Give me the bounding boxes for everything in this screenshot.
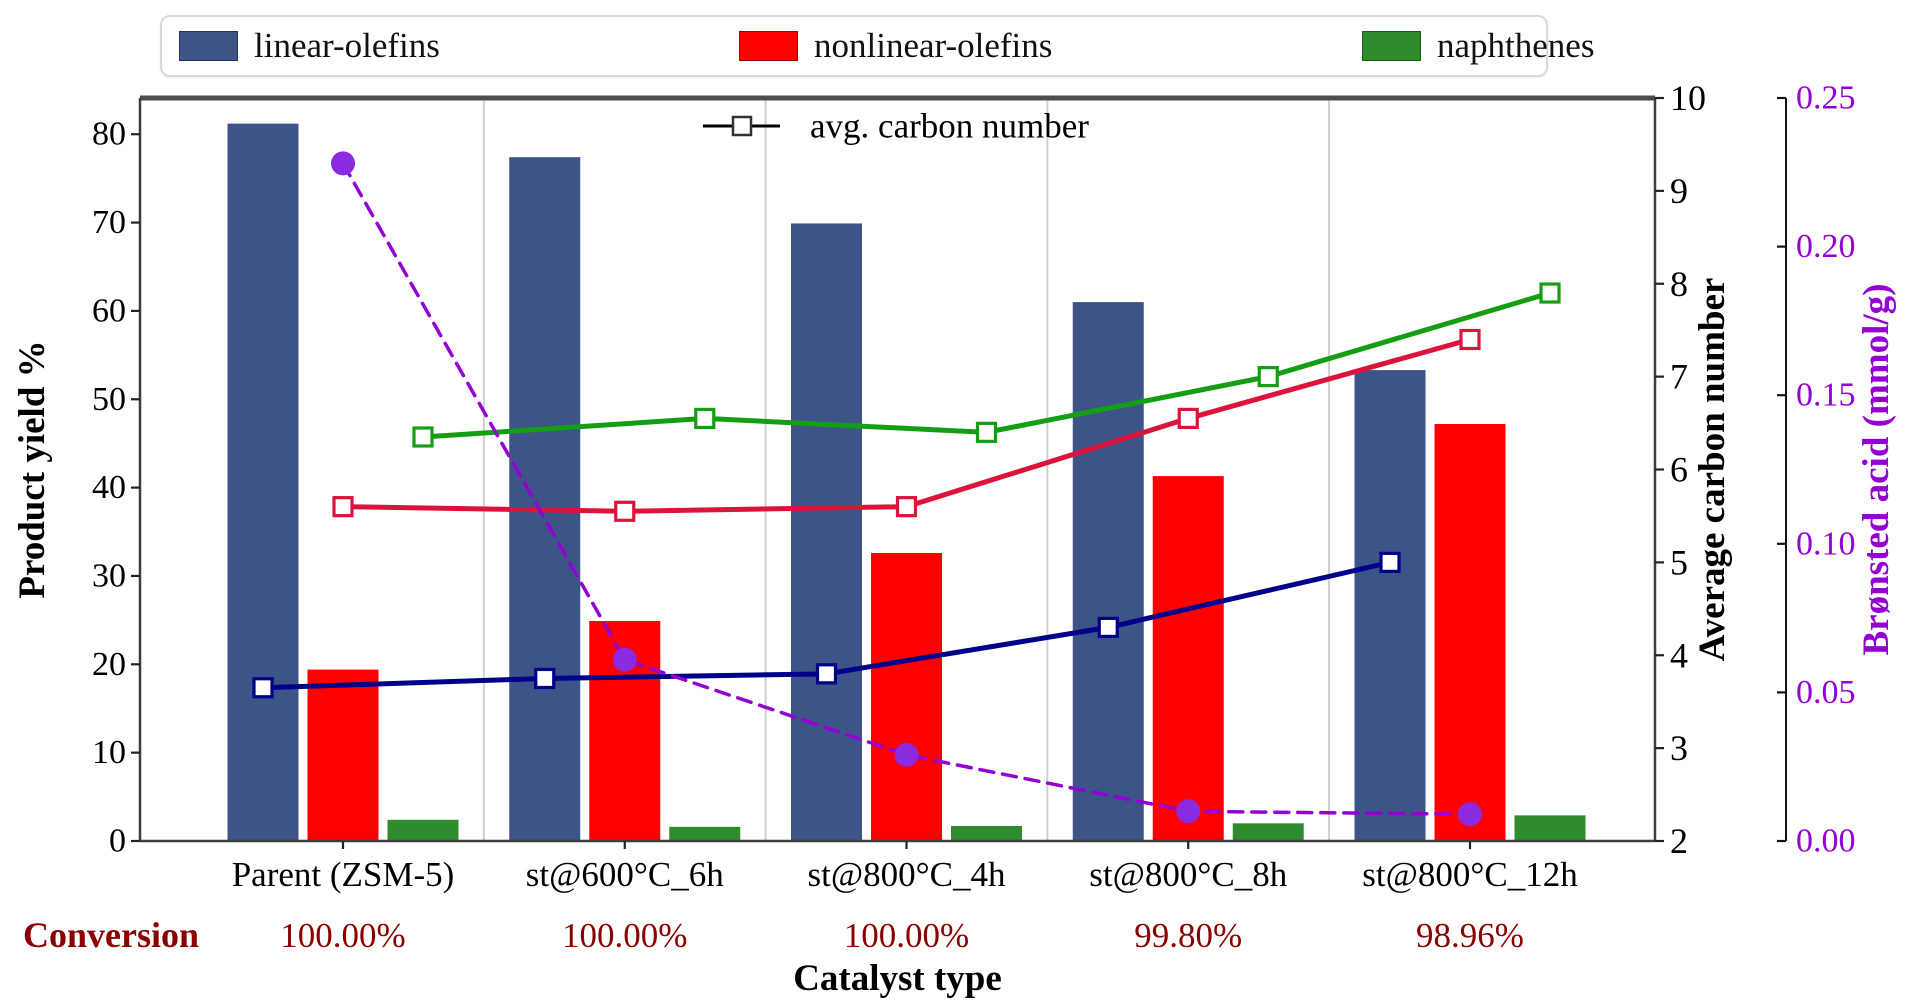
acid-tick-label: 0.00 (1796, 823, 1856, 860)
bar-linear-olefins-3 (1072, 302, 1144, 841)
legend-label-nonlinear-olefins: nonlinear-olefins (814, 26, 1053, 65)
inner-legend-square-marker (731, 115, 753, 137)
marker-square-1 (694, 407, 716, 430)
naphthenes-swatch (1362, 31, 1421, 61)
bar-naphthenes-0 (387, 819, 459, 841)
x-category-label-2: st@800°C_4h (808, 855, 1006, 894)
carbon-tick-label: 10 (1670, 78, 1706, 118)
carbon-tick-label: 4 (1670, 635, 1688, 675)
bar-naphthenes-1 (669, 826, 741, 841)
left-tick-label: 40 (92, 469, 126, 506)
left-tick-label: 60 (92, 292, 126, 329)
carbon-tick-label: 6 (1670, 450, 1688, 490)
marker-square-2 (815, 663, 838, 685)
marker-square-2 (975, 421, 998, 443)
marker-circle-3 (1176, 799, 1201, 824)
acid-tick-label: 0.10 (1796, 525, 1856, 562)
marker-square-1 (614, 500, 636, 522)
nonlinear-olefins-swatch (739, 31, 798, 61)
marker-square-0 (252, 677, 274, 699)
marker-circle-4 (1458, 802, 1482, 827)
conversion-value-4: 98.96% (1416, 916, 1524, 955)
marker-circle-2 (894, 742, 919, 767)
bar-linear-olefins-0 (227, 123, 299, 842)
marker-square-4 (1539, 282, 1561, 304)
x-category-label-3: st@800°C_8h (1089, 855, 1287, 894)
bar-naphthenes-2 (951, 825, 1022, 841)
acid-tick-label: 0.05 (1796, 674, 1856, 711)
marker-circle-0 (331, 151, 355, 176)
marker-square-1 (534, 667, 556, 690)
conversion-value-2: 100.00% (844, 916, 969, 955)
acid-tick-label: 0.25 (1796, 80, 1856, 117)
carbon-axis-title: Average carbon number (1692, 278, 1733, 662)
legend-box: linear-olefins nonlinear-olefins naphthe… (160, 15, 1594, 77)
x-category-label-4: st@800°C_12h (1362, 855, 1578, 894)
linear-olefins-swatch (179, 31, 238, 61)
acid-tick-label: 0.20 (1796, 228, 1856, 265)
bar-nonlinear-olefins-0 (307, 669, 379, 841)
bar-nonlinear-olefins-2 (871, 552, 942, 841)
left-tick-label: 80 (92, 116, 126, 153)
marker-square-3 (1097, 616, 1119, 638)
left-axis-title: Product yield % (12, 340, 53, 598)
marker-circle-1 (612, 647, 637, 672)
marker-square-4 (1459, 328, 1481, 351)
bar-linear-olefins-2 (791, 223, 862, 842)
x-category-label-0: Parent (ZSM-5) (232, 855, 455, 894)
bar-linear-olefins-4 (1354, 370, 1426, 841)
left-tick-label: 30 (92, 557, 126, 594)
conversion-row-label: Conversion (23, 915, 199, 955)
conversion-value-3: 99.80% (1134, 916, 1242, 955)
carbon-tick-label: 7 (1670, 357, 1688, 397)
x-category-label-1: st@600°C_6h (526, 855, 724, 894)
carbon-tick-label: 2 (1670, 821, 1688, 861)
marker-square-0 (412, 426, 434, 448)
acid-axis-title: Brønsted acid (mmol/g) (1856, 283, 1897, 655)
acid-tick-label: 0.15 (1796, 377, 1856, 414)
x-axis-title: Catalyst type (793, 958, 1002, 999)
bar-nonlinear-olefins-3 (1152, 476, 1224, 841)
left-tick-label: 0 (109, 823, 126, 860)
bar-naphthenes-4 (1514, 815, 1586, 841)
marker-square-3 (1257, 366, 1279, 388)
carbon-tick-label: 8 (1670, 264, 1688, 304)
legend-item-linear-olefins: linear-olefins (179, 17, 440, 75)
legend-label-linear-olefins: linear-olefins (254, 26, 440, 65)
legend-item-naphthenes: naphthenes (1362, 17, 1594, 75)
left-tick-label: 10 (92, 734, 126, 771)
left-tick-label: 50 (92, 381, 126, 418)
conversion-value-1: 100.00% (562, 916, 687, 955)
marker-square-2 (895, 496, 918, 518)
legend-item-nonlinear-olefins: nonlinear-olefins (739, 17, 1052, 75)
inner-legend-label: avg. carbon number (810, 107, 1089, 146)
legend-label-naphthenes: naphthenes (1437, 26, 1595, 65)
bar-naphthenes-3 (1232, 823, 1304, 841)
carbon-tick-label: 9 (1670, 171, 1688, 211)
marker-square-0 (332, 496, 354, 518)
marker-square-4 (1379, 551, 1401, 573)
marker-square-3 (1177, 407, 1199, 430)
bar-linear-olefins-1 (509, 157, 581, 841)
conversion-value-0: 100.00% (280, 916, 405, 955)
left-tick-label: 70 (92, 204, 126, 241)
carbon-tick-label: 3 (1670, 728, 1688, 768)
left-tick-label: 20 (92, 646, 126, 683)
line-Br-nsted-acid (341, 161, 1472, 817)
bar-nonlinear-olefins-4 (1434, 424, 1506, 841)
carbon-tick-label: 5 (1670, 542, 1688, 582)
